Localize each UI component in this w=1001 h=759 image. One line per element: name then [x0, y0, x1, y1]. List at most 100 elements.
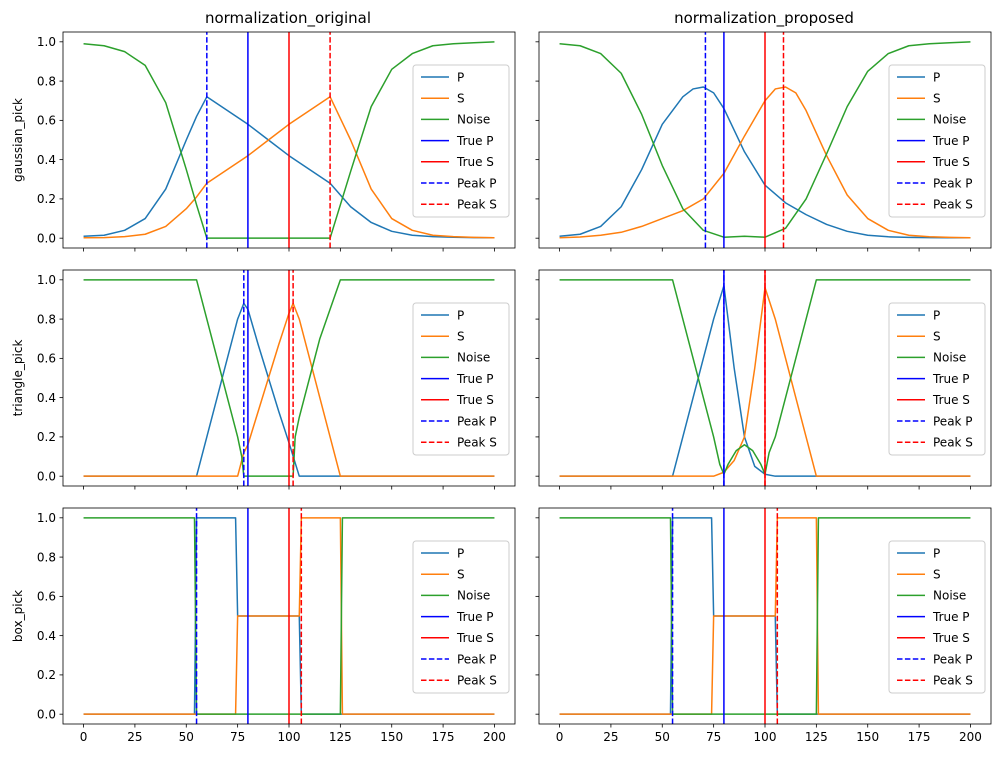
y-tick-label: 0.4 [37, 629, 56, 643]
legend-label-peak-p: Peak P [933, 414, 973, 428]
x-tick-label: 100 [278, 730, 301, 744]
legend-label-s: S [457, 568, 465, 582]
x-tick-label: 100 [754, 730, 777, 744]
y-tick-label: 0.4 [37, 391, 56, 405]
series-line-s [559, 86, 971, 239]
legend-label-s: S [933, 568, 941, 582]
legend-label-true-s: True S [456, 393, 494, 407]
legend-label-p: P [457, 546, 464, 560]
series-line-noise [83, 517, 495, 715]
legend: PS Noise True P True S Peak P Peak S [412, 302, 510, 456]
legend-label-s: S [457, 330, 465, 344]
x-tick-label: 25 [127, 730, 142, 744]
legend-label-noise: Noise [933, 351, 966, 365]
legend-label-peak-s: Peak S [933, 674, 973, 688]
legend-label-peak-p: Peak P [457, 414, 497, 428]
legend-frame [412, 540, 510, 694]
y-tick-label: 0.6 [37, 114, 56, 128]
x-tick-label: 0 [80, 730, 88, 744]
x-tick-label: 150 [380, 730, 403, 744]
legend-label-peak-p: Peak P [933, 176, 973, 190]
legend-label-peak-s: Peak S [457, 198, 497, 212]
subplot-2-1: 0.0 0.2 0.4 0.6 0.8 1.0 triangle_pick PS Noise Tr… [11, 269, 516, 490]
legend-label-noise: Noise [457, 351, 490, 365]
legend-label-s: S [933, 92, 941, 106]
x-tick-label: 50 [655, 730, 670, 744]
series-line-p [559, 86, 971, 239]
y-axis-label: triangle_pick [11, 340, 25, 417]
legend: PS Noise True P True S Peak P Peak S [412, 540, 510, 694]
subplot-2-2: PS Noise True P True S Peak P Peak S [535, 269, 992, 490]
x-tick-label: 175 [908, 730, 931, 744]
legend-label-s: S [933, 330, 941, 344]
legend-label-p: P [457, 70, 464, 84]
series-line-s [83, 96, 495, 239]
legend-label-p: P [933, 308, 940, 322]
legend-label-true-p: True P [456, 610, 494, 624]
series-group [83, 508, 495, 724]
series-group [83, 270, 495, 486]
legend-label-noise: Noise [457, 589, 490, 603]
y-tick-label: 1.0 [37, 35, 56, 49]
series-line-s [83, 517, 495, 715]
legend-label-true-p: True P [456, 134, 494, 148]
legend-label-true-s: True S [932, 393, 970, 407]
series-line-p [83, 302, 495, 477]
series-group [559, 270, 971, 486]
subplot-grid: 0.00.20.40.60.81.0gaussian_pickPSNoiseTr… [11, 31, 992, 744]
x-tick-label: 125 [329, 730, 352, 744]
legend: PS Noise True P True S Peak P Peak S [888, 302, 986, 456]
legend-label-s: S [457, 92, 465, 106]
legend-label-noise: Noise [933, 589, 966, 603]
y-tick-label: 1.0 [37, 511, 56, 525]
y-tick-label: 0.8 [37, 550, 56, 564]
col-title-right: normalization_proposed [674, 9, 854, 28]
subplot-3-1: 0 25 50 75 100 125 150 175 200 0.0 0.2 0.4 0.6 0.8 1.0… [11, 507, 516, 744]
subplot-1-2: PS Noise True P True S Peak P Peak S [535, 31, 992, 252]
legend-label-true-p: True P [932, 134, 970, 148]
legend-label-true-s: True S [932, 155, 970, 169]
x-tick-label: 150 [856, 730, 879, 744]
legend-label-peak-s: Peak S [457, 674, 497, 688]
y-axis-label: gaussian_pick [11, 98, 25, 182]
legend: PS Noise True P True S Peak P Peak S [412, 64, 510, 218]
series-line-noise [559, 279, 971, 475]
legend-frame [888, 64, 986, 218]
legend-frame [888, 540, 986, 694]
legend-label-p: P [933, 70, 940, 84]
y-tick-label: 0.0 [37, 231, 56, 245]
y-tick-label: 1.0 [37, 273, 56, 287]
legend-label-peak-s: Peak S [457, 436, 497, 450]
legend-label-true-p: True P [932, 372, 970, 386]
y-tick-label: 0.0 [37, 707, 56, 721]
legend-label-peak-p: Peak P [457, 652, 497, 666]
legend-label-p: P [933, 546, 940, 560]
legend-label-true-s: True S [456, 155, 494, 169]
x-tick-label: 125 [805, 730, 828, 744]
y-tick-label: 0.6 [37, 590, 56, 604]
legend-frame [412, 302, 510, 456]
series-line-s [559, 517, 971, 715]
series-line-noise [83, 41, 495, 239]
series-line-noise [559, 517, 971, 715]
legend-label-peak-p: Peak P [457, 176, 497, 190]
col-title-left: normalization_original [205, 9, 371, 28]
y-tick-label: 0.4 [37, 153, 56, 167]
x-tick-label: 75 [230, 730, 245, 744]
legend-label-noise: Noise [457, 113, 490, 127]
x-tick-label: 0 [556, 730, 564, 744]
series-group [559, 508, 971, 724]
y-axis-label: box_pick [11, 590, 25, 642]
subplot-1-1: 0.0 0.2 0.4 0.6 0.8 1.0 gaussian_pick PS Noise Tr… [11, 31, 516, 252]
legend-label-peak-s: Peak S [933, 198, 973, 212]
legend-label-true-s: True S [932, 631, 970, 645]
legend-frame [412, 64, 510, 218]
legend-label-p: P [457, 308, 464, 322]
x-tick-label: 75 [706, 730, 721, 744]
y-tick-label: 0.0 [37, 469, 56, 483]
y-tick-label: 0.2 [37, 668, 56, 682]
legend-label-true-p: True P [456, 372, 494, 386]
series-group [83, 32, 495, 248]
y-tick-label: 0.8 [37, 74, 56, 88]
series-line-p [83, 96, 495, 239]
